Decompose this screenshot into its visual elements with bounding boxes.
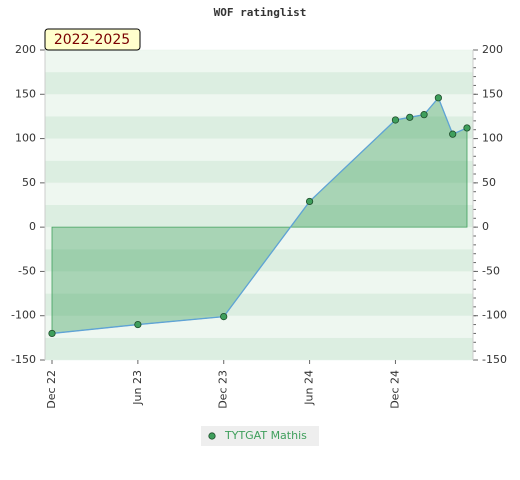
- x-tick-label: Jun 23: [131, 370, 144, 406]
- point: [134, 320, 142, 329]
- plot-background: [45, 50, 473, 360]
- y-tick-label: 200: [15, 43, 36, 56]
- y2-tick-label: -50: [482, 264, 500, 277]
- point: [220, 312, 228, 321]
- y2-tick-label: 50: [482, 176, 496, 189]
- x-tick-label: Dec 24: [388, 370, 401, 409]
- x-tick-label: Dec 22: [45, 370, 58, 409]
- y-tick-label: 100: [15, 132, 36, 145]
- legend-marker: [208, 432, 216, 440]
- point: [420, 111, 428, 119]
- x-tick-label: Dec 23: [217, 370, 230, 409]
- line: [51, 96, 468, 335]
- annotation: 2022-2025: [54, 32, 130, 48]
- point: [406, 113, 414, 121]
- point: [305, 197, 314, 206]
- y-tick-label: -50: [18, 264, 36, 277]
- x-tick-label: Jun 24: [303, 370, 316, 406]
- annotation-box: [44, 28, 141, 51]
- y2-tick-label: 200: [482, 43, 503, 56]
- point: [434, 94, 442, 102]
- band: [45, 72, 473, 95]
- point: [463, 124, 471, 132]
- band: [45, 315, 473, 338]
- y2-tick-label: 0: [482, 220, 489, 233]
- y-tick-label: 150: [15, 87, 36, 100]
- y-tick-label: 50: [22, 176, 36, 189]
- band: [45, 116, 473, 139]
- band: [45, 227, 473, 250]
- band: [45, 160, 473, 183]
- point: [391, 116, 400, 124]
- band: [45, 50, 473, 73]
- legend-box: [201, 426, 319, 446]
- point: [449, 130, 457, 138]
- legend-label: TYTGAT Mathis: [224, 429, 307, 442]
- y-tick-label: -150: [11, 353, 36, 366]
- chart-title: WOF ratinglist: [214, 6, 307, 19]
- band: [45, 182, 473, 205]
- band: [45, 337, 473, 360]
- y2-tick-label: -100: [482, 309, 507, 322]
- band: [45, 249, 473, 272]
- band: [45, 94, 473, 117]
- y2-tick-label: 150: [482, 87, 503, 100]
- band: [45, 138, 473, 161]
- y2-tick-label: -150: [482, 353, 507, 366]
- point: [48, 329, 56, 338]
- band: [45, 293, 473, 316]
- y-tick-label: -100: [11, 309, 36, 322]
- band: [45, 271, 473, 294]
- y2-tick-label: 100: [482, 132, 503, 145]
- y-tick-label: 0: [29, 220, 36, 233]
- band: [45, 205, 473, 228]
